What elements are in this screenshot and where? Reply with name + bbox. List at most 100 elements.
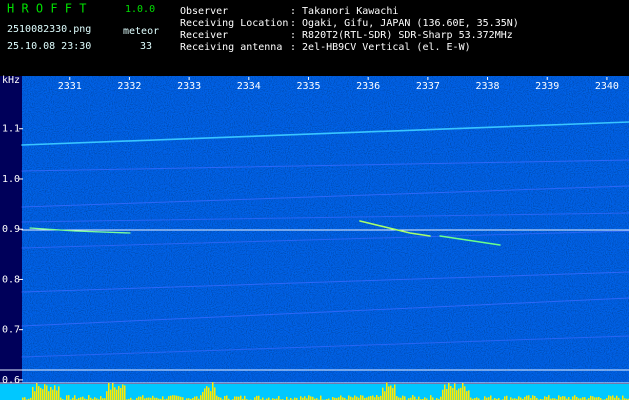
spike	[370, 396, 372, 400]
spike	[422, 398, 424, 400]
spike	[614, 397, 616, 400]
spike	[436, 398, 438, 400]
spike	[206, 386, 208, 400]
spike	[146, 397, 148, 400]
spike	[194, 396, 196, 400]
spike	[594, 397, 596, 400]
spike	[562, 396, 564, 400]
spike	[378, 396, 380, 400]
spike	[342, 397, 344, 400]
spike	[176, 395, 178, 400]
spike	[424, 397, 426, 400]
spike	[314, 398, 316, 400]
spike	[534, 395, 536, 400]
spike	[258, 395, 260, 400]
spike	[154, 397, 156, 400]
spike	[50, 387, 52, 400]
spike	[80, 397, 82, 400]
spike	[108, 382, 110, 400]
spike	[390, 385, 392, 400]
x-tick-label: 2340	[595, 81, 619, 92]
spike	[472, 398, 474, 400]
file-name: 2510082330.png	[7, 24, 91, 35]
spike	[60, 397, 62, 400]
spike	[606, 398, 608, 400]
y-tick-label: 0.7	[2, 325, 20, 336]
spike	[150, 397, 152, 400]
spike	[78, 397, 80, 400]
spike	[304, 396, 306, 400]
spike	[278, 396, 280, 400]
spike	[92, 398, 94, 400]
spike	[576, 396, 578, 400]
meteor-echo	[359, 220, 431, 237]
spike	[316, 398, 318, 400]
info-value: : 2el-HB9CV Vertical (el. E-W)	[290, 42, 471, 53]
spike	[574, 395, 576, 400]
level-bar	[0, 384, 629, 400]
x-tick-label: 2337	[416, 81, 440, 92]
spike	[228, 398, 230, 400]
spike	[216, 395, 218, 400]
spike	[160, 398, 162, 400]
spike	[24, 397, 26, 400]
spike	[470, 397, 472, 400]
spike	[38, 386, 40, 400]
spike	[468, 390, 470, 400]
spike	[242, 398, 244, 400]
spike	[368, 396, 370, 400]
spike	[598, 396, 600, 400]
spike	[124, 385, 126, 400]
y-tick-label: 0.8	[2, 274, 20, 285]
spike	[168, 396, 170, 400]
info-value: : Takanori Kawachi	[290, 6, 398, 17]
x-tick-label: 2331	[58, 81, 82, 92]
spike	[94, 397, 96, 400]
spike	[402, 395, 404, 400]
spike	[532, 395, 534, 400]
x-tick-label: 2335	[296, 81, 320, 92]
spike	[588, 398, 590, 400]
spike	[566, 398, 568, 400]
spike	[412, 395, 414, 400]
drift-line	[21, 230, 629, 249]
spike	[68, 395, 70, 400]
meteor-echo	[439, 235, 501, 246]
spike	[218, 397, 220, 400]
spike	[372, 395, 374, 400]
spike	[348, 395, 350, 400]
spike	[530, 398, 532, 400]
spike	[272, 398, 274, 400]
spike	[624, 398, 626, 400]
spike	[328, 398, 330, 400]
spike	[268, 397, 270, 400]
y-tick-label: 0.9	[2, 224, 20, 235]
spike	[352, 397, 354, 400]
spike	[498, 398, 500, 400]
info-label: Receiver	[180, 30, 228, 41]
spike	[158, 398, 160, 400]
spike	[404, 396, 406, 400]
spike	[320, 395, 322, 400]
spike	[58, 386, 60, 400]
y-tick-label: 1.0	[2, 174, 20, 185]
spike	[486, 397, 488, 400]
spike	[104, 398, 106, 400]
spike	[88, 395, 90, 400]
spike	[484, 396, 486, 400]
spike	[396, 396, 398, 400]
spike	[338, 397, 340, 400]
spike	[514, 398, 516, 400]
spike	[394, 384, 396, 400]
spike	[626, 398, 628, 400]
spike	[418, 396, 420, 400]
x-tick-label: 2332	[117, 81, 141, 92]
spike	[388, 386, 390, 400]
spike	[256, 395, 258, 400]
spike	[408, 398, 410, 400]
spike	[622, 395, 624, 400]
spike	[398, 397, 400, 400]
spike	[148, 397, 150, 400]
drift-lines	[0, 121, 629, 384]
drift-line	[21, 185, 629, 208]
